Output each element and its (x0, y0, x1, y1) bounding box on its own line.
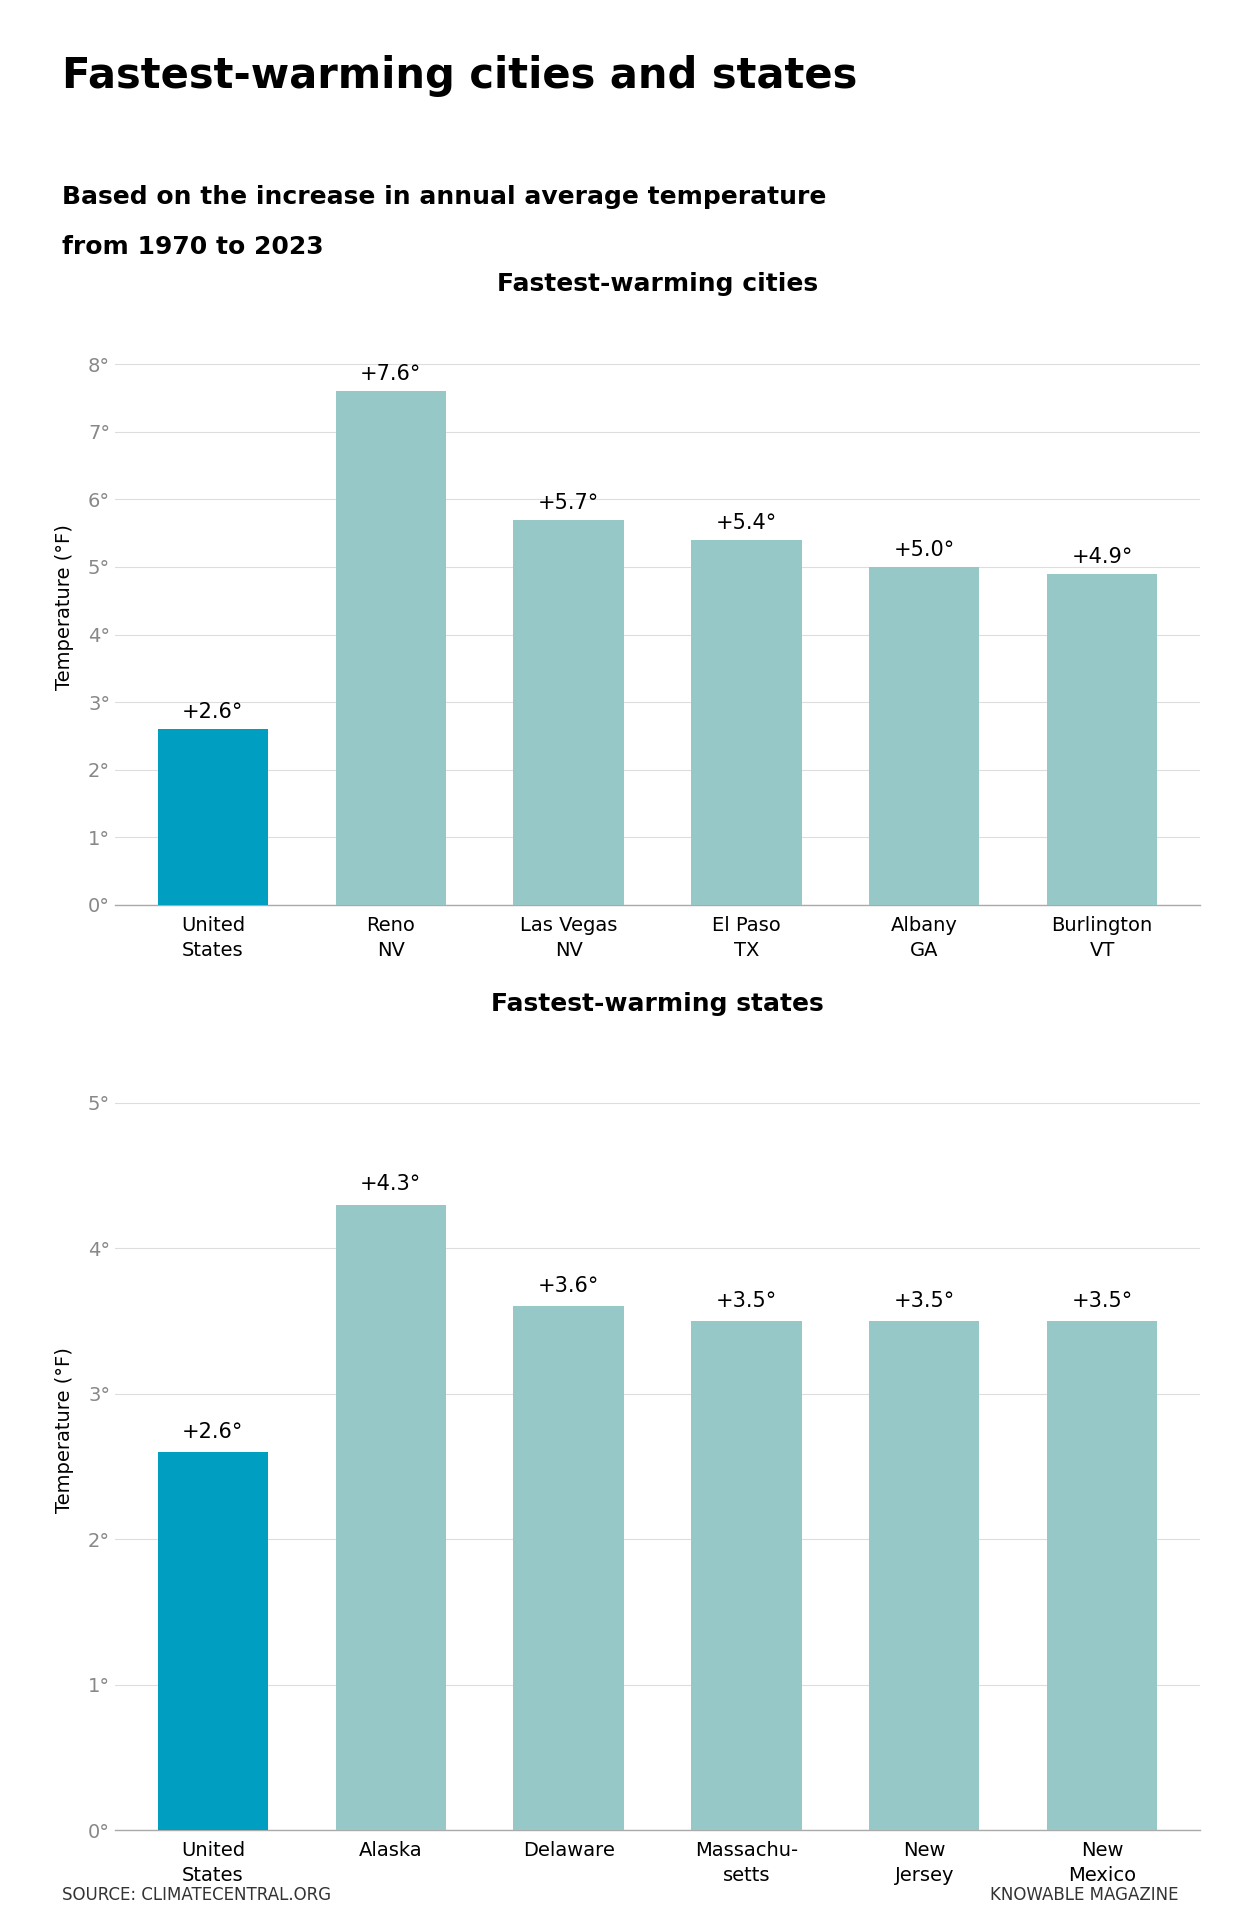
Text: +3.5°: +3.5° (1071, 1290, 1133, 1312)
Text: KNOWABLE MAGAZINE: KNOWABLE MAGAZINE (990, 1886, 1178, 1905)
Text: +7.6°: +7.6° (360, 364, 422, 385)
Bar (336, 1204, 446, 1830)
Bar (513, 1306, 624, 1830)
Text: +2.6°: +2.6° (182, 703, 243, 722)
Text: +2.6°: +2.6° (182, 1421, 243, 1443)
Text: +3.6°: +3.6° (538, 1277, 599, 1296)
Text: +5.0°: +5.0° (894, 539, 955, 560)
Text: from 1970 to 2023: from 1970 to 2023 (62, 235, 324, 258)
Bar (157, 1452, 268, 1830)
Text: Fastest-warming cities and states: Fastest-warming cities and states (62, 56, 857, 96)
Text: +5.7°: +5.7° (538, 493, 599, 512)
Bar (869, 1321, 980, 1830)
Text: Based on the increase in annual average temperature: Based on the increase in annual average … (62, 185, 826, 210)
Bar (691, 1321, 801, 1830)
Title: Fastest-warming states: Fastest-warming states (491, 992, 823, 1015)
Text: +4.9°: +4.9° (1071, 547, 1133, 566)
Text: +3.5°: +3.5° (715, 1290, 777, 1312)
Bar (1047, 1321, 1157, 1830)
Text: +3.5°: +3.5° (894, 1290, 955, 1312)
Y-axis label: Temperature (°F): Temperature (°F) (55, 524, 74, 690)
Text: +5.4°: +5.4° (715, 512, 777, 534)
Bar (1047, 574, 1157, 905)
Bar (157, 730, 268, 905)
Bar (513, 520, 624, 905)
Text: +4.3°: +4.3° (360, 1175, 422, 1194)
Y-axis label: Temperature (°F): Temperature (°F) (55, 1346, 74, 1514)
Title: Fastest-warming cities: Fastest-warming cities (497, 272, 818, 295)
Text: SOURCE: CLIMATECENTRAL.ORG: SOURCE: CLIMATECENTRAL.ORG (62, 1886, 331, 1905)
Bar (869, 566, 980, 905)
Bar (336, 391, 446, 905)
Bar (691, 539, 801, 905)
